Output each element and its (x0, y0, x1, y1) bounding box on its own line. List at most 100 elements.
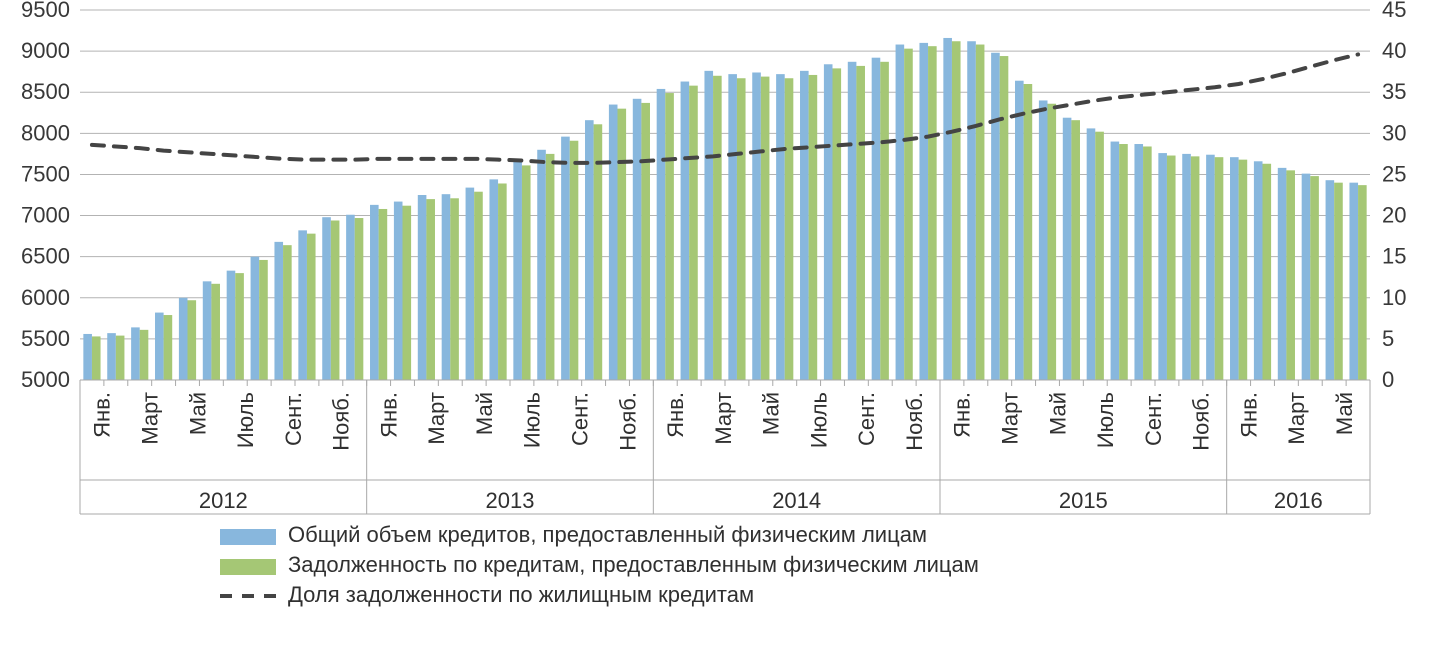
y-right-tick: 20 (1382, 203, 1406, 228)
legend-swatch (220, 559, 276, 575)
legend-swatch (220, 529, 276, 545)
bar-series2 (546, 154, 555, 380)
bar-series1 (800, 71, 809, 380)
y-right-tick: 0 (1382, 367, 1394, 392)
x-month-label: Март (137, 392, 162, 445)
bar-series2 (498, 183, 507, 380)
bar-series1 (824, 64, 833, 380)
x-month-label: Нояб. (1189, 392, 1214, 451)
bar-series1 (872, 58, 881, 380)
bar-series1 (203, 281, 212, 380)
bar-series1 (1134, 144, 1143, 380)
y-left-tick: 7500 (21, 161, 70, 186)
bar-series2 (880, 62, 889, 380)
bar-series2 (379, 209, 388, 380)
x-month-label: Июль (233, 392, 258, 448)
y-left-tick: 5500 (21, 326, 70, 351)
bar-series1 (322, 217, 331, 380)
bar-series1 (919, 43, 928, 380)
bar-series1 (1182, 154, 1191, 380)
legend-row: Доля задолженности по жилищным кредитам (220, 582, 754, 607)
y-right-tick: 45 (1382, 0, 1406, 22)
x-month-label: Янв. (376, 392, 401, 438)
bar-series1 (537, 150, 546, 380)
bar-series2 (331, 220, 340, 380)
bar-series1 (346, 215, 355, 380)
x-year-label: 2013 (486, 488, 535, 513)
bar-series2 (618, 109, 627, 380)
bar-series2 (116, 336, 125, 380)
bar-series1 (466, 188, 475, 380)
bar-series2 (211, 284, 220, 380)
bar-series1 (418, 195, 427, 380)
bar-series1 (83, 334, 92, 380)
bar-series2 (856, 66, 865, 380)
credit-chart: 5000550060006500700075008000850090009500… (0, 0, 1429, 654)
y-right-tick: 25 (1382, 161, 1406, 186)
bar-series2 (1095, 132, 1104, 380)
x-month-label: Март (1284, 392, 1309, 445)
bar-series1 (1302, 174, 1311, 380)
legend-label: Задолженность по кредитам, предоставленн… (288, 552, 979, 577)
x-month-label: Сент. (281, 392, 306, 446)
y-right-tick: 40 (1382, 38, 1406, 63)
x-month-label: Янв. (950, 392, 975, 438)
bar-series2 (641, 103, 650, 380)
bar-series2 (164, 315, 173, 380)
bar-series2 (450, 198, 459, 380)
bar-series2 (1167, 156, 1176, 380)
bar-series1 (394, 202, 403, 380)
bar-series2 (1048, 104, 1057, 380)
x-year-label: 2015 (1059, 488, 1108, 513)
y-left-tick: 6000 (21, 285, 70, 310)
legend-row: Задолженность по кредитам, предоставленн… (220, 552, 979, 577)
bar-series2 (355, 218, 364, 380)
x-month-label: Май (1045, 392, 1070, 435)
y-right-tick: 30 (1382, 120, 1406, 145)
bar-series2 (1286, 170, 1295, 380)
bar-series2 (1191, 156, 1200, 380)
legend-label: Доля задолженности по жилищным кредитам (288, 582, 754, 607)
bar-series2 (1215, 157, 1224, 380)
bar-series2 (283, 245, 292, 380)
bar-series1 (896, 45, 905, 380)
bar-series2 (737, 78, 746, 380)
bar-series1 (776, 74, 785, 380)
y-right-tick: 35 (1382, 79, 1406, 104)
bar-series2 (92, 336, 101, 380)
bar-series2 (307, 234, 316, 380)
bar-series1 (131, 327, 140, 380)
x-month-label: Май (1332, 392, 1357, 435)
bar-series1 (1063, 118, 1072, 380)
x-month-label: Сент. (1141, 392, 1166, 446)
bar-series1 (107, 333, 116, 380)
bar-series2 (976, 45, 985, 380)
y-right-tick: 10 (1382, 285, 1406, 310)
x-month-label: Янв. (663, 392, 688, 438)
bar-series1 (1278, 168, 1287, 380)
bar-series1 (728, 74, 737, 380)
bar-series2 (235, 273, 244, 380)
bar-series1 (681, 82, 690, 380)
x-month-label: Май (185, 392, 210, 435)
bar-series1 (227, 271, 236, 380)
x-month-label: Сент. (567, 392, 592, 446)
bar-series2 (1263, 164, 1272, 380)
bar-series2 (833, 68, 842, 380)
bar-series2 (474, 192, 483, 380)
bar-series1 (251, 257, 260, 380)
bar-series1 (1349, 183, 1358, 380)
x-month-label: Май (472, 392, 497, 435)
bar-series1 (1326, 180, 1335, 380)
bar-series2 (928, 46, 937, 380)
x-month-label: Янв. (1236, 392, 1261, 438)
bar-series2 (1024, 84, 1033, 380)
bar-series1 (1158, 153, 1167, 380)
bar-series2 (1000, 56, 1009, 380)
bar-series1 (298, 230, 307, 380)
y-left-tick: 5000 (21, 367, 70, 392)
legend-label: Общий объем кредитов, предоставленный фи… (288, 522, 927, 547)
bar-series2 (1119, 144, 1128, 380)
bar-series1 (155, 313, 164, 380)
bar-series1 (967, 41, 976, 380)
